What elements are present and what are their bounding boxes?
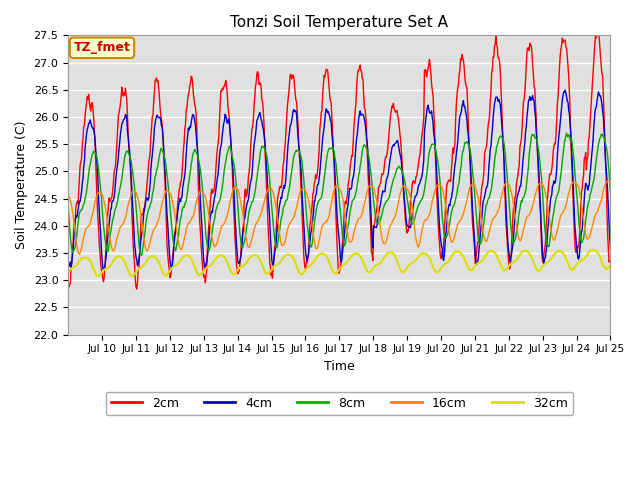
16cm: [64, 192, 72, 198]
Line: 2cm: 2cm: [68, 34, 611, 289]
2cm: [426, 63, 434, 69]
2cm: [128, 207, 136, 213]
4cm: [276, 202, 284, 208]
16cm: [396, 192, 404, 198]
Line: 4cm: 4cm: [68, 90, 611, 270]
Legend: 2cm, 4cm, 8cm, 16cm, 32cm: 2cm, 4cm, 8cm, 16cm, 32cm: [106, 392, 573, 415]
32cm: [276, 260, 284, 265]
8cm: [426, 145, 434, 151]
2cm: [592, 31, 600, 36]
8cm: [64, 205, 72, 211]
2cm: [228, 164, 236, 170]
Y-axis label: Soil Temperature (C): Soil Temperature (C): [15, 120, 28, 249]
4cm: [561, 87, 569, 93]
2cm: [396, 129, 404, 134]
16cm: [228, 190, 236, 196]
8cm: [138, 252, 145, 258]
2cm: [276, 184, 284, 190]
4cm: [64, 262, 72, 268]
16cm: [426, 209, 434, 215]
16cm: [276, 231, 284, 237]
Title: Tonzi Soil Temperature Set A: Tonzi Soil Temperature Set A: [230, 15, 448, 30]
16cm: [129, 189, 136, 194]
4cm: [396, 150, 404, 156]
32cm: [607, 262, 614, 268]
Line: 32cm: 32cm: [68, 250, 611, 276]
32cm: [128, 273, 136, 279]
8cm: [607, 189, 614, 195]
4cm: [100, 267, 108, 273]
8cm: [276, 228, 284, 234]
8cm: [255, 159, 263, 165]
2cm: [255, 82, 263, 87]
32cm: [228, 271, 236, 276]
16cm: [607, 180, 614, 186]
2cm: [133, 286, 141, 292]
32cm: [426, 256, 434, 262]
16cm: [76, 252, 83, 257]
8cm: [563, 130, 570, 136]
4cm: [228, 158, 236, 164]
X-axis label: Time: Time: [324, 360, 355, 373]
Text: TZ_fmet: TZ_fmet: [74, 41, 131, 54]
8cm: [228, 154, 236, 159]
32cm: [396, 265, 404, 271]
32cm: [255, 255, 263, 261]
32cm: [129, 273, 136, 279]
8cm: [128, 162, 136, 168]
4cm: [607, 245, 614, 251]
8cm: [396, 164, 404, 170]
32cm: [64, 270, 72, 276]
Line: 8cm: 8cm: [68, 133, 611, 255]
Line: 16cm: 16cm: [68, 181, 611, 254]
2cm: [607, 259, 614, 265]
4cm: [255, 112, 263, 118]
4cm: [129, 197, 136, 203]
16cm: [255, 216, 263, 221]
16cm: [605, 178, 613, 184]
32cm: [588, 247, 595, 253]
4cm: [426, 110, 434, 116]
2cm: [64, 285, 72, 290]
